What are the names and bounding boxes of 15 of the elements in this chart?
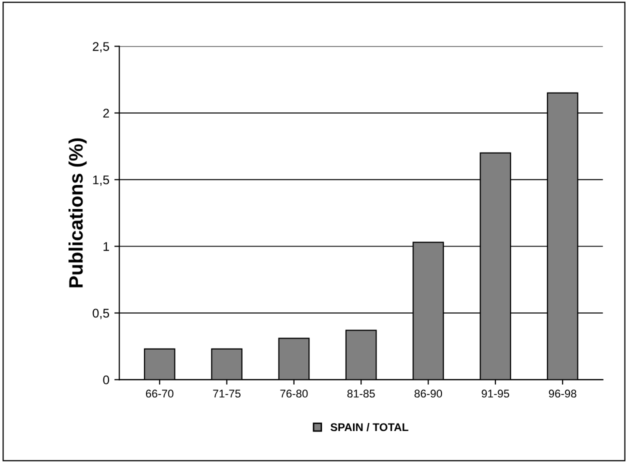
y-tick-label: 1,5 xyxy=(93,176,110,186)
x-tick-label: 71-75 xyxy=(213,390,241,398)
x-tick-label: 76-80 xyxy=(280,390,308,398)
legend-label: SPAIN / TOTAL xyxy=(330,422,408,432)
x-tick-label: 66-70 xyxy=(146,390,174,398)
y-tick-label: 0 xyxy=(103,375,110,384)
y-tick-label: 2 xyxy=(103,108,109,118)
x-tick-label: 86-90 xyxy=(414,390,442,398)
y-tick-label: 0,5 xyxy=(92,308,110,320)
x-tick-label: 91-95 xyxy=(482,390,510,398)
x-tick-label: 81-85 xyxy=(347,390,375,398)
y-tick-label: 2,5 xyxy=(92,42,110,52)
x-tick-label: 96-98 xyxy=(548,390,576,398)
y-axis-title: Publications (%) xyxy=(68,138,87,288)
y-tick-label: 1 xyxy=(104,242,109,251)
